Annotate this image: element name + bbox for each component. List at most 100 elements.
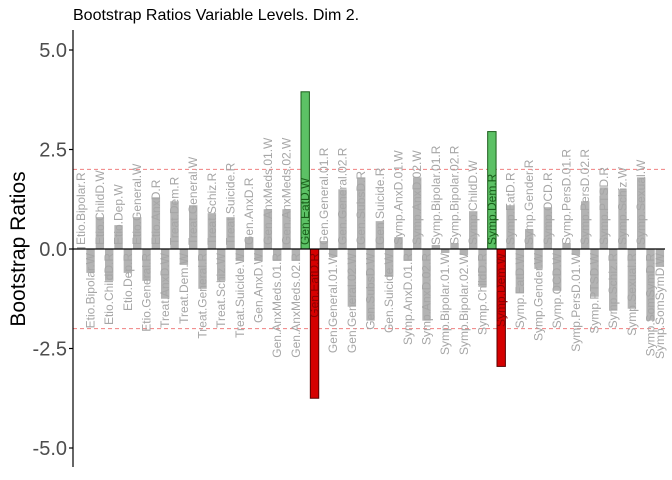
bar-label: Etio.Bipolar.W — [84, 252, 98, 328]
bar-label: Gen.General.02.R — [336, 147, 350, 245]
bar-label: Symp.Gender.R — [522, 159, 536, 245]
bar-label: Symp.AnxD.01.R — [401, 253, 415, 345]
bar-label: Symp.Sexual.W — [634, 159, 648, 245]
bar-symp-eatd-r — [506, 205, 515, 249]
bar-label: Symp.OCD.R — [541, 172, 555, 245]
bar-etio-childd-r — [105, 249, 114, 281]
y-tick-label: 0.0 — [39, 239, 67, 261]
bar-label: Gen.AnxMeds.01.R — [270, 253, 284, 358]
bar-treat-schiz-w — [217, 249, 226, 281]
bar-label: Gen.EatD.R — [308, 253, 322, 318]
bar-symp-schiz-r — [609, 249, 618, 311]
bar-label: Gen.AnxMeds.02.R — [289, 253, 303, 358]
bar-label: Gen.EatD.W — [298, 177, 312, 245]
bar-label: Etio.Dep.R — [121, 253, 135, 311]
bar-label: Symp.Bipolar.02.W — [457, 252, 471, 355]
bar-symp-ptsd-w — [590, 249, 599, 297]
bar-label: Treat.Schiz.R — [205, 172, 219, 245]
bar-label: Symp.PersD.02.R — [578, 149, 592, 245]
bar-gen-subsd-w — [366, 249, 375, 321]
y-tick-label: 2.5 — [39, 140, 67, 162]
bar-treat-suicide-w — [235, 249, 245, 261]
bar-symp-persd-02-r — [581, 201, 590, 249]
bar-label: Symp.AnxD.02.R — [420, 253, 434, 345]
bar-etio-childd-w — [95, 217, 105, 249]
chart-title: Bootstrap Ratios Variable Levels. Dim 2. — [73, 7, 359, 24]
bar-label: Etio.Dep.W — [112, 184, 126, 245]
bar-symp-bipolar-02-r — [450, 243, 459, 249]
bar-label: Symp.Bipolar.01.W — [438, 252, 452, 355]
bar-label: Gen.SubsD.R — [354, 171, 368, 245]
bar-gen-general-01-r — [319, 241, 329, 249]
bar-symp-ocd-r — [543, 207, 553, 249]
bar-etio-bipolar-r — [77, 247, 86, 249]
bar-label: Symp.PersD.01.W — [569, 252, 583, 351]
bar-label: Treat.Dem.R — [168, 176, 182, 245]
bar-label: Gen.AnxMeds.01.W — [261, 137, 275, 245]
bar-label: Etio.ChildD.W — [93, 170, 107, 245]
bar-label: Treat.Dem.W — [177, 252, 191, 324]
bar-symp-ptsd-r — [599, 187, 609, 249]
bar-label: Symp.EatD.R — [504, 172, 518, 245]
bar-symp-persd-01-w — [571, 249, 581, 255]
bar-treat-schiz-r — [207, 213, 217, 249]
bar-label: Symp.Schiz.W — [616, 166, 630, 245]
bar-label: Gen.AnxMeds.02.W — [280, 137, 294, 245]
bar-label: Symp.OCD.W — [550, 252, 564, 328]
bar-symp-sexual-r — [627, 249, 637, 309]
bar-symp-bipolar-01-r — [431, 245, 441, 249]
bar-label: Gen.Suicide.W — [382, 252, 396, 333]
bar-label: Symp.AnxD.02.W — [410, 150, 424, 245]
bar-treat-suicide-r — [226, 217, 235, 249]
bar-label: Treat.General.R — [196, 253, 210, 339]
bar-label: Gen.Suicide.R — [373, 167, 387, 245]
bar-label: Symp.Dem.R — [485, 173, 499, 245]
y-tick-label: -2.5 — [33, 339, 67, 361]
bar-symp-somsymd-r — [646, 249, 655, 321]
bar-label: Symp.PTSD.W — [588, 252, 602, 333]
bar-label: Etio.Bipolar.R — [74, 172, 88, 245]
bar-symp-anxd-02-r — [422, 249, 431, 321]
bar-symp-anxd-01-w — [394, 237, 403, 249]
bar-treat-general-w — [189, 205, 198, 249]
bar-symp-bipolar-02-w — [459, 249, 469, 255]
bar-symp-anxd-02-w — [413, 177, 422, 249]
bar-gen-suicide-r — [375, 221, 385, 249]
y-tick-label: 5.0 — [39, 40, 67, 62]
bar-label: Symp.PersD.01.R — [560, 149, 574, 245]
bar-label: Symp.ChildD.W — [466, 160, 480, 245]
bar-label: Symp.Schiz.R — [606, 253, 620, 329]
plot-area: Etio.Bipolar.R Etio.Bipolar.W Etio.ChildD.… — [33, 30, 667, 467]
bar-label: Etio.ChildD.R — [102, 253, 116, 325]
bar-label: Symp.AnxD.01.W — [392, 150, 406, 245]
bar-label: Symp.SomSymD.W — [653, 252, 667, 359]
bar-symp-childd-r — [478, 249, 487, 287]
bar-etio-bipolar-w — [86, 249, 95, 273]
bar-treat-anxd-w — [161, 249, 170, 299]
y-axis-label: Bootstrap Ratios — [7, 171, 30, 326]
bar-gen-anxmeds-02-r — [291, 249, 301, 261]
bar-label: Treat.General.W — [186, 156, 200, 245]
bar-label: Symp.Sexual.R — [625, 253, 639, 336]
bar-symp-gender-r — [525, 229, 534, 249]
bar-gen-anxmeds-01-r — [273, 249, 282, 261]
bar-treat-dem-w — [179, 249, 189, 265]
bar-treat-dem-r — [170, 201, 179, 249]
bar-gen-suicide-w — [385, 249, 394, 277]
bar-label: Symp.ChildD.R — [476, 253, 490, 335]
bar-gen-anxd-r — [245, 237, 254, 249]
bar-symp-somsymd-w — [655, 249, 665, 267]
bar-gen-anxd-w — [254, 249, 263, 261]
y-tick-label: -5.0 — [33, 438, 67, 460]
bar-gen-general-02-w — [347, 249, 357, 307]
bar-label: Gen.AnxD.W — [252, 252, 266, 323]
bar-etio-dep-r — [123, 249, 133, 273]
bar-treat-general-r — [198, 249, 207, 289]
bar-label: Etio.AnxD.R — [149, 179, 163, 245]
bar-label: Etio.General.R — [140, 253, 154, 332]
bar-label: Symp.Gender.W — [532, 252, 546, 341]
bar-symp-bipolar-01-w — [441, 249, 450, 253]
bar-gen-anxmeds-01-w — [263, 209, 273, 249]
bar-symp-childd-w — [469, 211, 478, 249]
bar-label: Symp.SomSymD.R — [644, 253, 658, 357]
